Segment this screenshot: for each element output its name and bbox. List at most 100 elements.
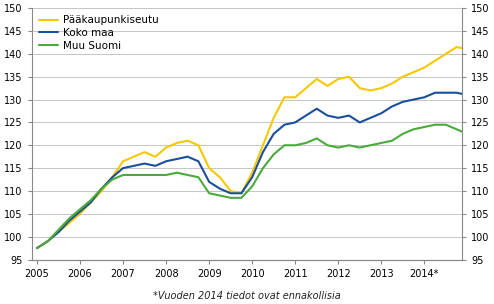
Koko maa	[196, 159, 202, 163]
Koko maa	[99, 187, 105, 191]
Pääkaupunkiseutu	[421, 66, 427, 69]
Koko maa	[185, 155, 191, 158]
Koko maa	[260, 150, 266, 154]
Koko maa	[249, 175, 255, 179]
Koko maa	[120, 166, 126, 170]
Pääkaupunkiseutu	[271, 116, 277, 120]
Koko maa	[378, 112, 384, 115]
Koko maa	[411, 98, 416, 102]
Muu Suomi	[99, 187, 105, 191]
Muu Suomi	[260, 166, 266, 170]
Pääkaupunkiseutu	[335, 77, 341, 81]
Muu Suomi	[271, 153, 277, 156]
Muu Suomi	[411, 127, 416, 131]
Muu Suomi	[239, 196, 245, 200]
Pääkaupunkiseutu	[368, 88, 373, 92]
Muu Suomi	[131, 173, 137, 177]
Pääkaupunkiseutu	[152, 155, 158, 158]
Pääkaupunkiseutu	[378, 86, 384, 90]
Line: Koko maa: Koko maa	[37, 93, 494, 248]
Koko maa	[368, 116, 373, 120]
Muu Suomi	[152, 173, 158, 177]
Pääkaupunkiseutu	[55, 230, 61, 234]
Pääkaupunkiseutu	[475, 50, 481, 54]
Koko maa	[55, 230, 61, 234]
Koko maa	[432, 91, 438, 95]
Pääkaupunkiseutu	[443, 52, 449, 56]
Koko maa	[292, 121, 298, 124]
Text: *Vuoden 2014 tiedot ovat ennakollisia: *Vuoden 2014 tiedot ovat ennakollisia	[153, 291, 341, 301]
Legend: Pääkaupunkiseutu, Koko maa, Muu Suomi: Pääkaupunkiseutu, Koko maa, Muu Suomi	[37, 13, 161, 53]
Muu Suomi	[55, 228, 61, 232]
Koko maa	[77, 210, 83, 213]
Muu Suomi	[142, 173, 148, 177]
Muu Suomi	[163, 173, 169, 177]
Pääkaupunkiseutu	[34, 246, 40, 250]
Muu Suomi	[486, 134, 492, 138]
Muu Suomi	[88, 198, 94, 202]
Koko maa	[88, 201, 94, 204]
Koko maa	[486, 98, 492, 102]
Koko maa	[303, 114, 309, 117]
Muu Suomi	[120, 173, 126, 177]
Muu Suomi	[432, 123, 438, 126]
Koko maa	[325, 114, 330, 117]
Muu Suomi	[249, 185, 255, 188]
Pääkaupunkiseutu	[228, 189, 234, 193]
Pääkaupunkiseutu	[142, 150, 148, 154]
Koko maa	[453, 91, 459, 95]
Muu Suomi	[475, 134, 481, 138]
Koko maa	[152, 164, 158, 168]
Koko maa	[217, 187, 223, 191]
Pääkaupunkiseutu	[196, 143, 202, 147]
Pääkaupunkiseutu	[464, 47, 470, 51]
Muu Suomi	[421, 125, 427, 129]
Muu Suomi	[66, 216, 72, 220]
Pääkaupunkiseutu	[389, 82, 395, 85]
Koko maa	[400, 100, 406, 104]
Pääkaupunkiseutu	[217, 175, 223, 179]
Muu Suomi	[400, 132, 406, 136]
Muu Suomi	[464, 132, 470, 136]
Koko maa	[335, 116, 341, 120]
Koko maa	[421, 95, 427, 99]
Muu Suomi	[325, 143, 330, 147]
Koko maa	[34, 246, 40, 250]
Pääkaupunkiseutu	[206, 166, 212, 170]
Pääkaupunkiseutu	[346, 75, 352, 78]
Koko maa	[475, 95, 481, 99]
Pääkaupunkiseutu	[120, 159, 126, 163]
Pääkaupunkiseutu	[486, 52, 492, 56]
Muu Suomi	[357, 146, 363, 149]
Koko maa	[66, 219, 72, 223]
Muu Suomi	[314, 136, 320, 140]
Muu Suomi	[368, 143, 373, 147]
Pääkaupunkiseutu	[411, 70, 416, 74]
Koko maa	[314, 107, 320, 111]
Pääkaupunkiseutu	[314, 77, 320, 81]
Pääkaupunkiseutu	[239, 192, 245, 195]
Koko maa	[163, 159, 169, 163]
Koko maa	[346, 114, 352, 117]
Koko maa	[389, 105, 395, 108]
Line: Pääkaupunkiseutu: Pääkaupunkiseutu	[37, 47, 494, 248]
Koko maa	[282, 123, 288, 126]
Pääkaupunkiseutu	[174, 141, 180, 145]
Koko maa	[131, 164, 137, 168]
Muu Suomi	[45, 240, 51, 243]
Koko maa	[45, 240, 51, 243]
Muu Suomi	[292, 143, 298, 147]
Pääkaupunkiseutu	[400, 75, 406, 78]
Muu Suomi	[206, 192, 212, 195]
Pääkaupunkiseutu	[260, 143, 266, 147]
Muu Suomi	[34, 246, 40, 250]
Muu Suomi	[77, 207, 83, 211]
Muu Suomi	[389, 139, 395, 143]
Koko maa	[464, 93, 470, 97]
Koko maa	[142, 162, 148, 165]
Pääkaupunkiseutu	[292, 95, 298, 99]
Muu Suomi	[109, 178, 115, 181]
Pääkaupunkiseutu	[88, 201, 94, 204]
Koko maa	[228, 192, 234, 195]
Muu Suomi	[443, 123, 449, 126]
